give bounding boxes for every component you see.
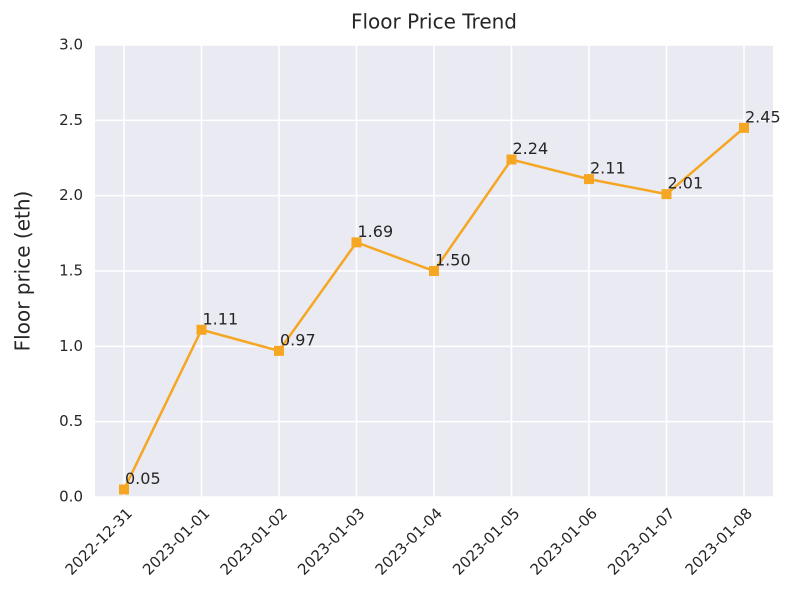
y-tick-label: 1.5 — [59, 262, 83, 280]
y-tick-label: 2.5 — [59, 111, 83, 129]
chart-title: Floor Price Trend — [351, 10, 517, 34]
y-tick-label: 3.0 — [59, 36, 83, 54]
marker — [196, 324, 207, 335]
x-tick-label: 2023-01-04 — [372, 504, 446, 578]
data-label: 1.11 — [203, 309, 239, 328]
marker — [739, 122, 749, 133]
x-tick-label: 2023-01-07 — [604, 504, 678, 578]
data-label: 2.45 — [745, 107, 781, 126]
data-label: 0.97 — [280, 330, 316, 349]
data-label: 0.05 — [125, 469, 161, 488]
data-label: 2.01 — [668, 174, 704, 193]
marker — [584, 174, 594, 185]
x-tick-label: 2023-01-01 — [139, 504, 213, 578]
x-tick-label: 2022-12-31 — [62, 504, 136, 578]
marker — [506, 154, 517, 165]
marker — [274, 345, 284, 356]
marker — [429, 266, 439, 276]
data-label: 1.69 — [358, 222, 394, 241]
y-tick-label: 1.0 — [59, 337, 83, 355]
y-tick-label: 0.5 — [59, 412, 83, 430]
x-tick-label: 2023-01-02 — [217, 504, 291, 578]
x-tick-label: 2023-01-05 — [449, 504, 523, 578]
marker — [661, 189, 672, 200]
data-label: 2.11 — [590, 159, 626, 178]
data-label: 1.50 — [435, 251, 471, 270]
x-tick-label: 2023-01-08 — [682, 504, 756, 578]
x-tick-label: 2023-01-03 — [294, 504, 368, 578]
marker — [351, 237, 362, 248]
y-axis-label: Floor price (eth) — [11, 191, 35, 352]
data-label: 2.24 — [513, 139, 549, 158]
marker — [119, 484, 129, 495]
y-tick-label: 2.0 — [59, 186, 83, 204]
x-tick-label: 2023-01-06 — [527, 504, 601, 578]
y-tick-label: 0.0 — [59, 488, 83, 506]
